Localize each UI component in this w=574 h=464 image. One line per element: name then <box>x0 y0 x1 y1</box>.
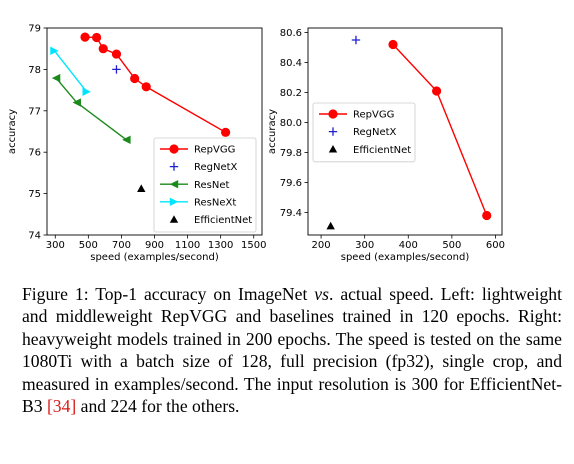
repvgg-point <box>221 127 231 137</box>
caption-vs: vs <box>314 284 329 304</box>
caption-citation[interactable]: [34] <box>46 396 77 417</box>
y-tick-label: 79.8 <box>280 148 302 159</box>
legend-label-regnetx: RegNetX <box>353 127 397 138</box>
repvgg-point <box>482 210 492 221</box>
repvgg-point <box>432 86 442 96</box>
legend-marker-efficientnet <box>328 145 338 153</box>
efficientnet-point <box>137 184 146 192</box>
efficientnet-point <box>326 221 335 230</box>
legend-marker-resnet <box>169 180 179 189</box>
repvgg-point <box>141 82 151 92</box>
y-tick-label: 75 <box>28 189 41 200</box>
x-axis-label: speed (examples/second) <box>90 252 219 263</box>
legend-marker-repvgg <box>169 144 179 154</box>
legend <box>153 137 257 233</box>
legend-label-resnext: ResNeXt <box>194 197 236 208</box>
y-tick-label: 80.2 <box>280 88 302 99</box>
repvgg-point <box>92 32 102 43</box>
repvgg-point <box>130 73 140 84</box>
resnet-point <box>72 98 81 107</box>
x-tick-label: 1300 <box>208 240 233 251</box>
resnet-point <box>51 73 61 83</box>
x-tick-label: 300 <box>46 240 65 251</box>
repvgg-point <box>98 44 108 54</box>
resnet-series-line <box>55 77 127 141</box>
x-tick-label: 900 <box>145 240 164 251</box>
caption-intro: Figure 1: Top-1 accuracy on ImageNet <box>22 284 315 304</box>
y-tick-label: 80.6 <box>280 28 302 39</box>
figure: 300 500 700 900 1100 1300 1500 74 75 76 77 78 79 spee… <box>7 24 505 264</box>
legend-marker-resnext <box>169 197 179 206</box>
chart-left: 300 500 700 900 1100 1300 1500 74 75 76 77 78 79 spee… <box>7 24 266 264</box>
legend-marker-efficientnet <box>169 215 179 223</box>
repvgg-point <box>80 32 90 42</box>
y-tick-label: 80.4 <box>280 58 302 69</box>
y-tick-label: 80.0 <box>280 118 302 129</box>
resnext-series-line <box>53 50 88 93</box>
regnetx-point <box>112 65 121 74</box>
figure-caption: Figure 1: Top-1 accuracy on ImageNet vs.… <box>22 283 562 417</box>
x-tick-label: 1500 <box>241 240 266 251</box>
caption-body: . actual speed. Left: lightweight and mi… <box>22 284 562 417</box>
x-tick-label: 600 <box>486 240 505 251</box>
x-tick-label: 400 <box>399 240 418 251</box>
y-axis-label: accuracy <box>267 109 278 154</box>
legend-label-regnetx: RegNetX <box>194 162 238 173</box>
legend-label-efficientnet: EfficientNet <box>353 145 411 156</box>
legend-marker-repvgg <box>328 109 338 119</box>
y-tick-label: 79.4 <box>280 208 302 219</box>
x-axis-label: speed (examples/second) <box>341 252 470 263</box>
regnetx-point <box>351 35 361 45</box>
resnext-point <box>50 46 59 55</box>
resnext-point <box>82 87 91 96</box>
repvgg-point <box>388 39 398 50</box>
legend-label-repvgg: RepVGG <box>353 110 394 121</box>
legend-marker-regnetx <box>328 127 338 136</box>
x-tick-label: 500 <box>442 240 461 251</box>
y-axis-label: accuracy <box>7 109 18 154</box>
legend-label-efficientnet: EfficientNet <box>194 215 252 226</box>
y-tick-label: 79 <box>28 24 41 35</box>
x-tick-label: 1100 <box>175 240 200 251</box>
resnet-point <box>122 135 131 144</box>
x-tick-label: 300 <box>355 240 374 251</box>
y-tick-label: 79.6 <box>280 178 302 189</box>
y-tick-label: 78 <box>28 65 41 76</box>
legend-marker-regnetx <box>169 162 179 171</box>
x-tick-label: 700 <box>112 240 131 251</box>
y-tick-label: 74 <box>28 231 41 242</box>
repvgg-point <box>111 49 122 59</box>
x-tick-label: 200 <box>312 240 331 251</box>
caption-end: and 224 for the others. <box>76 396 240 417</box>
legend <box>312 102 416 163</box>
legend-label-repvgg: RepVGG <box>194 145 235 156</box>
legend-label-resnet: ResNet <box>194 180 229 191</box>
chart-right: 200 300 400 500 600 79.4 79.6 79.8 80.0 80.2 80.4 8… <box>267 27 505 263</box>
y-tick-label: 76 <box>28 148 41 159</box>
y-tick-label: 77 <box>28 106 41 117</box>
plot-frame <box>307 27 503 236</box>
x-tick-label: 500 <box>79 240 98 251</box>
